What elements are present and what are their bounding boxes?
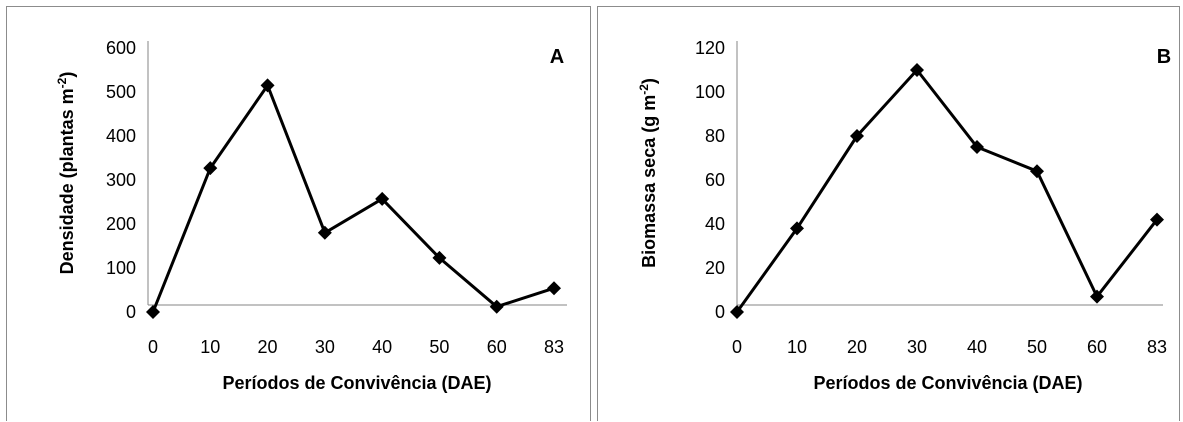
- y-tick-label: 0: [126, 302, 136, 322]
- data-point-marker: [790, 221, 804, 236]
- y-axis-label-superscript: -2: [637, 84, 651, 95]
- x-tick-label: 40: [967, 337, 987, 357]
- x-tick-label: 83: [1147, 337, 1167, 357]
- data-point-marker: [547, 281, 561, 296]
- y-tick-label: 20: [705, 258, 725, 278]
- chart-a-svg: 0 100 200 300 400 500 600 0 10 20 30 40 50 60 83 Perí…: [55, 38, 567, 393]
- y-tick-label: 100: [695, 82, 725, 102]
- x-axis-label: Períodos de Convivência (DAE): [813, 373, 1082, 393]
- x-tick-label: 10: [787, 337, 807, 357]
- y-tick-label: 200: [106, 214, 136, 234]
- y-tick-label: 100: [106, 258, 136, 278]
- x-tick-label: 60: [1087, 337, 1107, 357]
- data-point-marker: [910, 63, 924, 77]
- data-point-marker: [203, 161, 218, 176]
- x-tick-label: 50: [429, 337, 449, 357]
- chart-panel-a: 0 100 200 300 400 500 600 0 10 20 30 40 50 60 83 Perí…: [6, 6, 591, 421]
- x-tick-label: 30: [907, 337, 927, 357]
- data-markers: [146, 78, 561, 319]
- y-axis-label-main: Biomassa seca (g m: [639, 95, 659, 268]
- x-tick-label: 40: [372, 337, 392, 357]
- y-axis-label-superscript: -2: [55, 77, 69, 88]
- x-tick-label: 0: [732, 337, 742, 357]
- panel-label-b: B: [1157, 46, 1171, 68]
- x-tick-labels: 0 10 20 30 40 50 60 83: [148, 337, 564, 357]
- x-axis-label: Períodos de Convivência (DAE): [222, 373, 491, 393]
- x-tick-labels: 0 10 20 30 40 50 60 83: [732, 337, 1167, 357]
- x-tick-label: 20: [258, 337, 278, 357]
- series-line: [151, 83, 555, 313]
- y-tick-label: 400: [106, 126, 136, 146]
- chart-panel-b: 0 20 40 60 80 100 120 0 10 20 30 40 50 60 83 Períodos…: [597, 6, 1180, 421]
- data-point-marker: [432, 250, 447, 265]
- data-point-marker: [375, 191, 390, 206]
- y-tick-labels: 0 100 200 300 400 500 600: [106, 38, 136, 322]
- y-tick-label: 600: [106, 38, 136, 58]
- data-point-marker: [260, 78, 275, 93]
- y-axis-label: Biomassa seca (g m-2): [637, 78, 659, 268]
- y-tick-label: 500: [106, 82, 136, 102]
- chart-b-svg: 0 20 40 60 80 100 120 0 10 20 30 40 50 60 83 Períodos…: [637, 38, 1171, 393]
- data-point-marker: [850, 129, 864, 143]
- y-tick-label: 60: [705, 170, 725, 190]
- series-line: [735, 68, 1159, 313]
- x-tick-label: 0: [148, 337, 158, 357]
- y-tick-label: 120: [695, 38, 725, 58]
- data-point-marker: [146, 305, 160, 319]
- y-tick-label: 300: [106, 170, 136, 190]
- data-point-marker: [730, 305, 744, 319]
- y-axis-label-close: ): [639, 78, 659, 84]
- data-point-marker: [317, 225, 332, 240]
- panel-label-a: A: [550, 46, 564, 68]
- x-tick-label: 83: [544, 337, 564, 357]
- y-tick-labels: 0 20 40 60 80 100 120: [695, 38, 725, 322]
- data-markers: [730, 63, 1164, 319]
- x-tick-label: 50: [1027, 337, 1047, 357]
- data-point-marker: [1090, 289, 1104, 304]
- y-tick-label: 40: [705, 214, 725, 234]
- data-point-marker: [970, 140, 984, 154]
- x-tick-label: 10: [200, 337, 220, 357]
- y-axis-label: Densidade (plantas m-2): [55, 72, 77, 275]
- y-axis-label-main: Densidade (plantas m: [57, 88, 77, 274]
- x-tick-label: 30: [315, 337, 335, 357]
- data-point-marker: [489, 299, 504, 314]
- y-tick-label: 0: [715, 302, 725, 322]
- data-point-marker: [1030, 164, 1044, 179]
- x-tick-label: 60: [487, 337, 507, 357]
- y-tick-label: 80: [705, 126, 725, 146]
- data-point-marker: [1150, 212, 1164, 227]
- x-tick-label: 20: [847, 337, 867, 357]
- y-axis-label-close: ): [57, 72, 77, 78]
